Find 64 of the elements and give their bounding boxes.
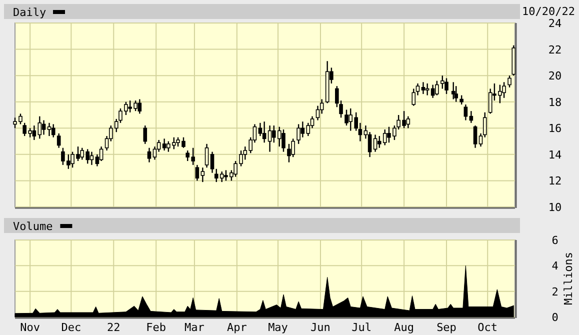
candlestick — [469, 110, 474, 124]
candlestick — [162, 138, 166, 152]
candlestick — [32, 124, 36, 141]
candlestick — [406, 116, 410, 129]
x-tick-label: Sep — [436, 321, 456, 334]
x-tick-label: Mar — [184, 321, 205, 334]
y-tick-label: 20 — [548, 70, 562, 83]
legend-label: Volume — [13, 220, 53, 233]
candlestick — [56, 132, 61, 148]
candlestick — [435, 80, 439, 96]
text: 10/20/22 — [522, 5, 575, 18]
candlestick — [451, 82, 456, 100]
x-tick-label: Nov — [20, 321, 40, 334]
candlestick — [430, 84, 435, 99]
y-tick-label: 24 — [548, 17, 562, 30]
candlestick — [51, 124, 56, 138]
y-tick-label: 12 — [548, 174, 562, 188]
y-axis-title: Millions — [562, 252, 575, 305]
candlestick — [204, 143, 209, 168]
candlestick — [454, 85, 458, 102]
legend-label: Daily — [13, 6, 46, 19]
x-tick-label: Jun — [310, 321, 330, 334]
candlestick — [282, 128, 286, 152]
y-tick-label: 10 — [548, 201, 562, 214]
y-tick-label: 0 — [552, 311, 558, 324]
candlestick — [47, 122, 52, 137]
y-tick-label: 22 — [548, 43, 562, 56]
y-tick-label: 6 — [552, 234, 558, 247]
candlestick — [488, 88, 492, 114]
x-tick-label: Apr — [226, 321, 248, 334]
candlestick — [42, 120, 46, 136]
candlestick — [473, 124, 478, 148]
x-tick-label: Jul — [352, 321, 372, 334]
candlestick — [210, 151, 214, 174]
y-tick-label: 4 — [552, 260, 559, 273]
candlestick — [143, 124, 148, 145]
y-tick-label: 16 — [548, 122, 562, 136]
candlestick — [262, 120, 266, 144]
x-tick-label: May — [268, 321, 288, 334]
candlestick — [373, 134, 378, 152]
x-tick-label: Aug — [394, 321, 414, 334]
y-tick-label: 18 — [548, 96, 562, 109]
candlestick — [200, 166, 205, 183]
candlestick — [268, 124, 272, 152]
candlestick — [195, 164, 200, 182]
y-tick-label: 2 — [552, 285, 558, 298]
candlestick — [508, 74, 512, 88]
candlestick — [300, 120, 305, 138]
candlestick — [38, 116, 42, 140]
x-tick-label: Dec — [61, 321, 82, 334]
candlestick — [90, 151, 94, 166]
candlestick — [460, 94, 464, 106]
candlestick — [138, 98, 142, 114]
x-tick-label: 22 — [107, 321, 120, 334]
candlestick — [444, 78, 448, 95]
candlestick — [464, 104, 468, 121]
x-tick-label: Feb — [146, 321, 166, 334]
candlestick — [296, 124, 300, 145]
x-tick-label: Oct — [478, 321, 498, 334]
candlestick — [421, 82, 426, 95]
candlestick — [502, 82, 506, 99]
candlestick — [147, 147, 152, 163]
candlestick — [425, 82, 430, 96]
y-tick-label: 14 — [548, 148, 562, 162]
